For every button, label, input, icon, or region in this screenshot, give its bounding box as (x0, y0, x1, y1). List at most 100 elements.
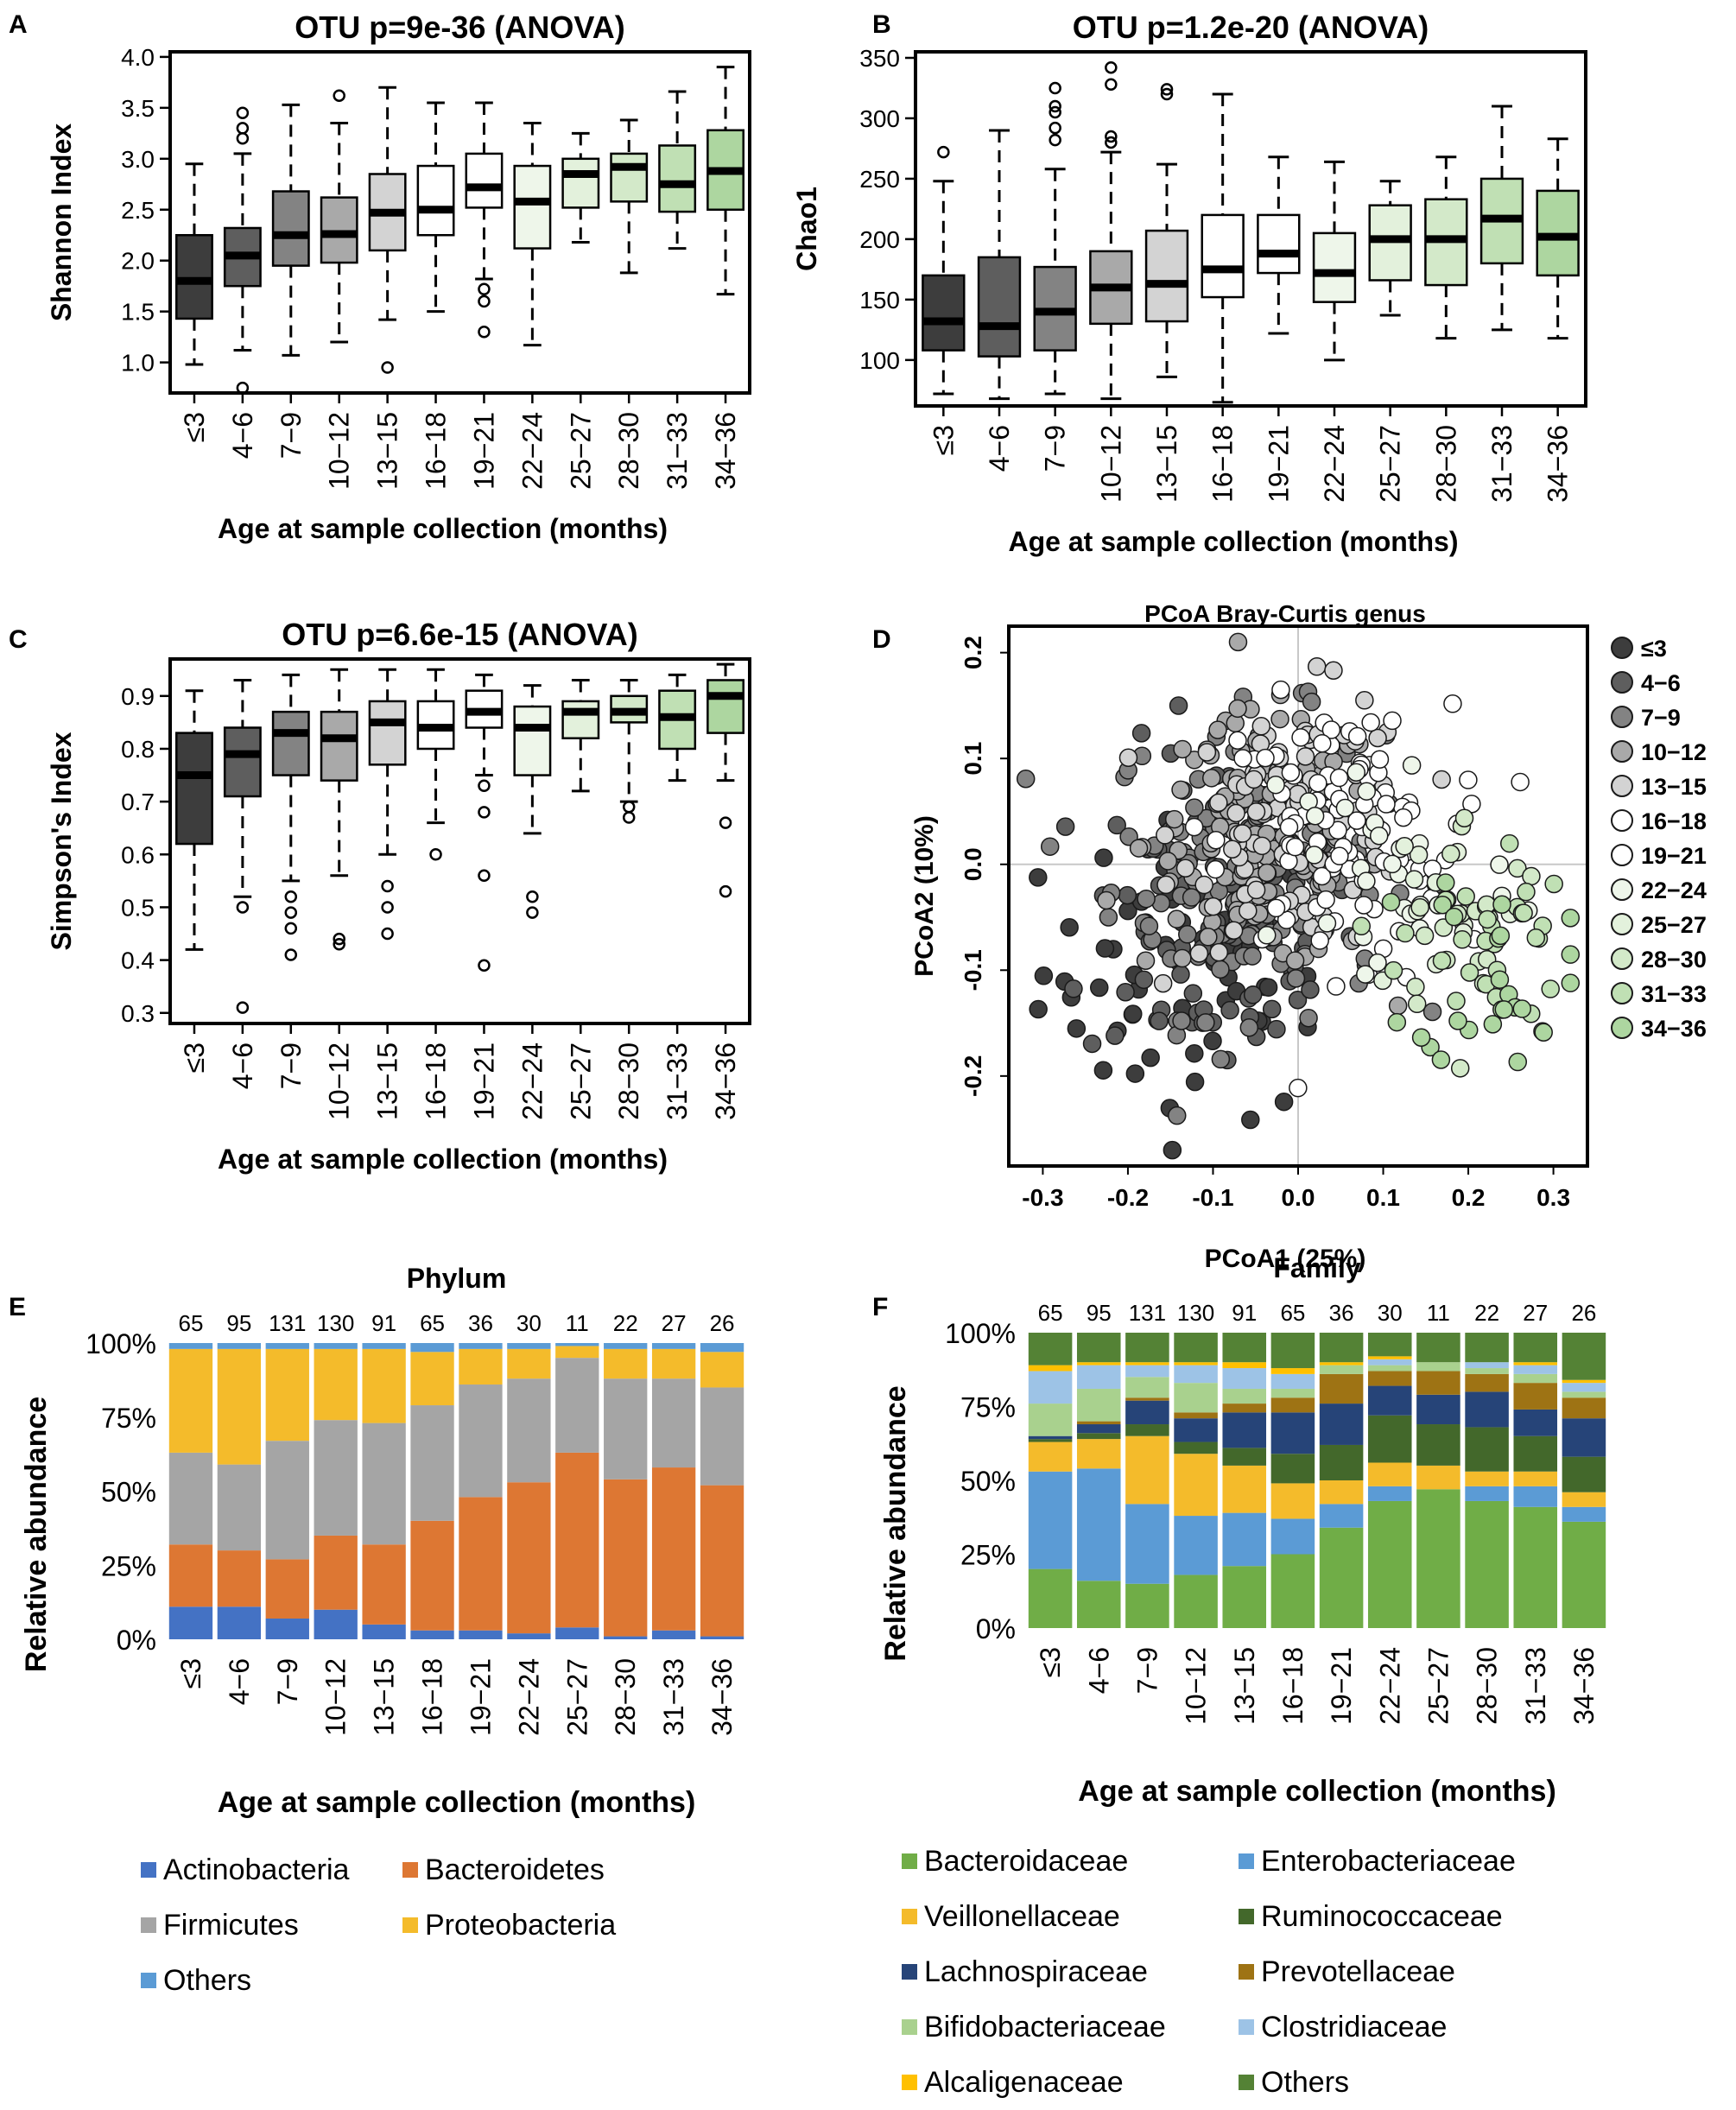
x-axis-label-a: Age at sample collection (months) (218, 513, 668, 544)
legend-label: 16−18 (1641, 808, 1707, 834)
bar-segment-8 (1222, 1362, 1267, 1369)
x-tick-label: 34−36 (706, 1658, 738, 1736)
bar-segment-5 (1174, 1412, 1218, 1419)
outlier-point (236, 1001, 250, 1014)
outlier-point (478, 295, 491, 308)
point-9 (1410, 897, 1429, 917)
panel-letter-d: D (872, 625, 891, 654)
box-b-0 (922, 145, 966, 396)
point-11 (1448, 1011, 1467, 1030)
outlier-point (429, 848, 442, 861)
point-1 (1262, 999, 1282, 1019)
point-11 (1490, 970, 1510, 989)
bar-segment-0 (362, 1624, 406, 1639)
x-tick-label: 13−15 (372, 1042, 403, 1120)
sample-count: 91 (371, 1310, 396, 1336)
bar-segment-3 (362, 1348, 406, 1423)
point-1 (1171, 965, 1190, 984)
point-10 (1456, 887, 1475, 906)
y-tick-label: 150 (859, 287, 900, 314)
bar-segment-7 (1465, 1362, 1509, 1369)
legend-label: Others (1261, 2066, 1349, 2099)
y-tick-label: 50% (960, 1466, 1016, 1497)
legend-label: Actinobacteria (163, 1853, 350, 1886)
point-0 (1125, 1064, 1145, 1083)
bar-segment-1 (1076, 1468, 1121, 1581)
point-2 (1137, 889, 1156, 909)
point-6 (1206, 859, 1226, 879)
point-4 (1197, 743, 1217, 762)
point-11 (1492, 895, 1511, 915)
x-tick-label: ≤3 (179, 412, 210, 442)
bar-segment-2 (459, 1384, 503, 1498)
y-tick-label: 0% (117, 1625, 156, 1656)
x-tick-label: 22−24 (513, 1658, 544, 1736)
y-axis-label-a: Shannon Index (46, 124, 77, 322)
bar-segment-6 (1465, 1368, 1509, 1374)
bar-segment-2 (507, 1378, 551, 1483)
box-a-3 (320, 89, 358, 344)
x-tick-label: 7−9 (276, 1042, 307, 1089)
box-c-4 (368, 668, 407, 941)
point-6 (1347, 811, 1366, 830)
x-tick-label: 25−27 (565, 412, 596, 490)
point-10 (1544, 874, 1563, 894)
bar-segment-5 (1270, 1397, 1315, 1413)
point-6 (1394, 808, 1413, 827)
point-5 (1228, 731, 1247, 750)
outlier-point (236, 106, 250, 119)
box-a-4 (368, 86, 407, 374)
bar-segment-2 (1416, 1465, 1460, 1490)
x-tick-label: 34−36 (710, 412, 741, 490)
bar-segment-4 (1513, 1409, 1558, 1436)
legend-label: 22−24 (1641, 878, 1707, 903)
x-axis-label-b: Age at sample collection (months) (1009, 526, 1459, 557)
y-tick-label: 75% (960, 1392, 1016, 1423)
y-tick-label: 3.5 (121, 95, 155, 122)
box-a-5 (416, 101, 455, 314)
box-b-9 (1424, 155, 1468, 340)
point-2 (1299, 1008, 1318, 1028)
y-tick-label: 0.1 (960, 742, 986, 776)
point-3 (1173, 948, 1192, 968)
chart-title-b: OTU p=1.2e-20 (ANOVA) (1073, 10, 1429, 45)
legend-marker (1611, 671, 1633, 694)
outlier-point (236, 122, 250, 135)
x-tick-label: 19−21 (468, 412, 499, 490)
point-7 (1335, 798, 1355, 818)
legend-label: Lachnospiraceae (924, 1955, 1148, 1988)
sample-count: 130 (317, 1310, 354, 1336)
bar-segment-3 (1367, 1415, 1412, 1463)
box-c-9 (610, 678, 649, 824)
point-0 (1258, 978, 1278, 997)
point-4 (1252, 836, 1271, 856)
point-2 (1178, 925, 1197, 944)
point-4 (1245, 770, 1264, 789)
legend-swatch (402, 1862, 418, 1878)
x-tick-label: 10−12 (324, 412, 355, 490)
x-tick-label: 28−30 (610, 1658, 641, 1736)
bar-segment-4 (459, 1343, 503, 1349)
point-6 (1313, 733, 1332, 753)
point-0 (1067, 1019, 1087, 1038)
point-11 (1436, 873, 1455, 892)
chart-title-d: PCoA Bray-Curtis genus (1144, 600, 1426, 627)
box-iqr (1257, 213, 1301, 275)
point-10 (1541, 979, 1560, 998)
point-2 (1182, 888, 1201, 907)
bar-segment-1 (1562, 1506, 1606, 1522)
outlier-point (284, 922, 298, 935)
bar-segment-5 (1367, 1371, 1412, 1386)
point-2 (1422, 1002, 1442, 1022)
sample-count: 36 (1329, 1300, 1354, 1326)
legend-swatch (141, 1917, 156, 1933)
bar-segment-0 (1270, 1554, 1315, 1628)
box-b-4 (1144, 83, 1189, 378)
box-iqr (271, 710, 310, 776)
box-a-7 (513, 122, 552, 347)
x-tick-label: -0.3 (1022, 1184, 1063, 1211)
box-iqr (271, 190, 310, 267)
legend-label: 7−9 (1641, 705, 1681, 731)
y-tick-label: 0% (976, 1613, 1016, 1644)
point-11 (1411, 1028, 1431, 1048)
